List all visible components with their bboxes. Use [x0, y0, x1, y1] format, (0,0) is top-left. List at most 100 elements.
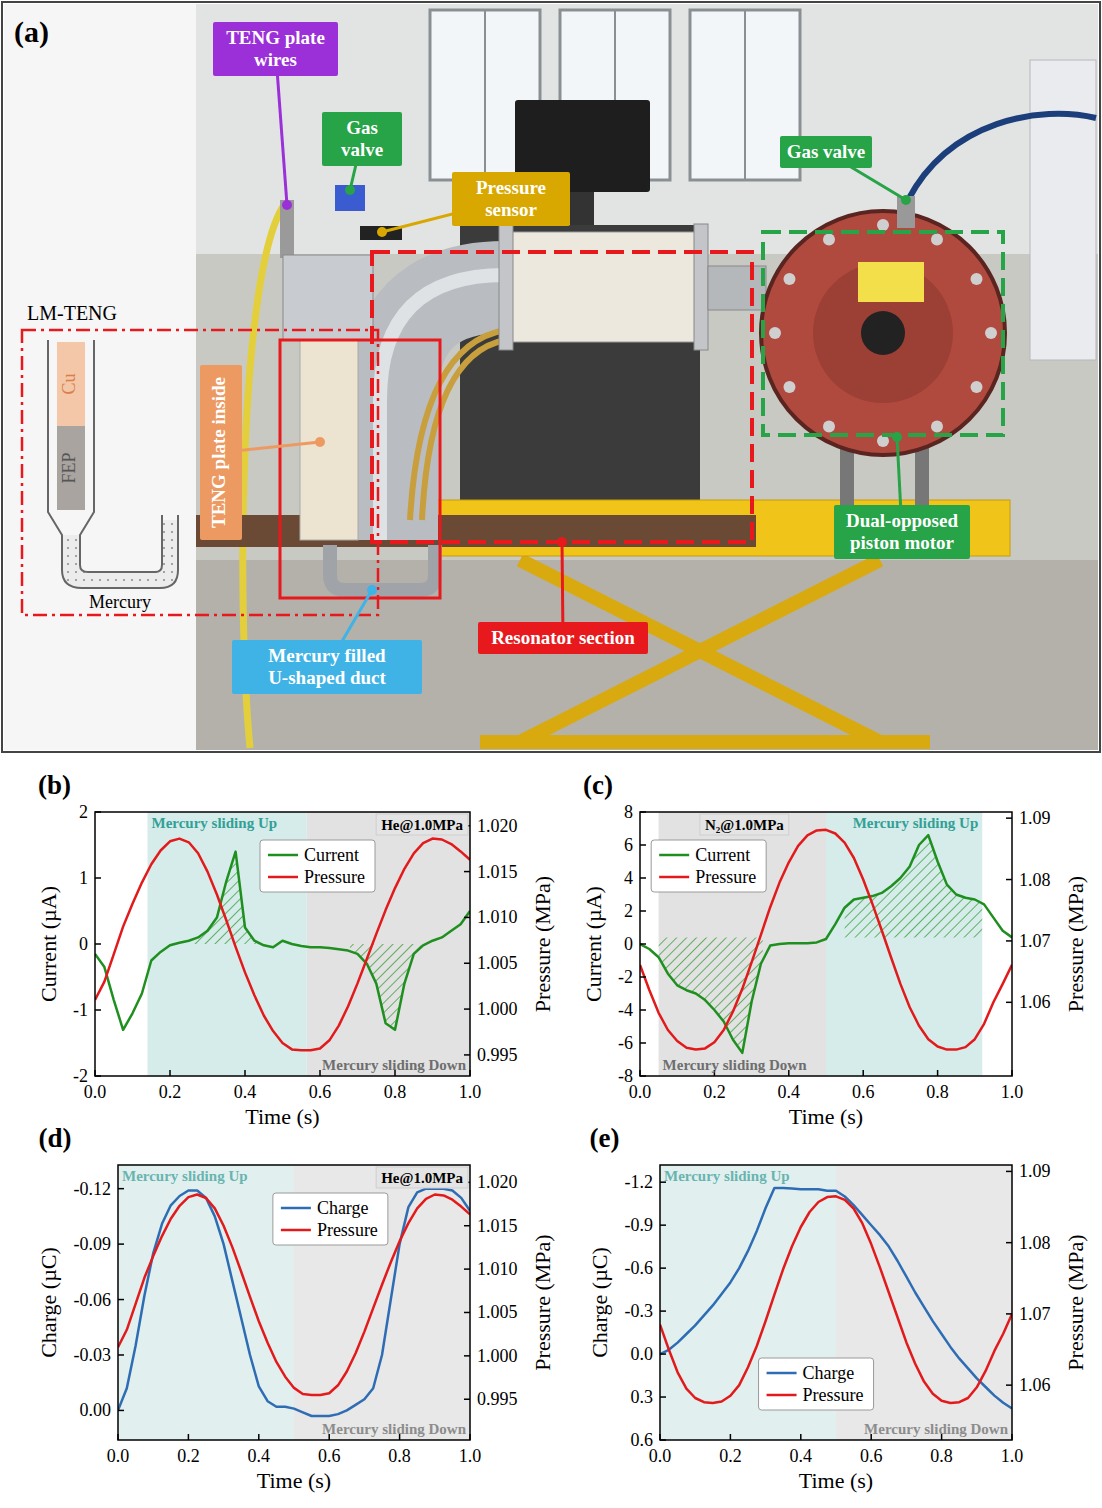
x-tick-label: 0.6	[860, 1446, 883, 1466]
x-tick-label: 0.4	[778, 1082, 801, 1102]
flange	[499, 224, 513, 350]
y2-tick-label: 1.08	[1019, 870, 1051, 890]
callout-box	[200, 365, 242, 540]
y2-tick-label: 1.020	[477, 1172, 518, 1192]
region-label: Mercury sliding Down	[322, 1421, 467, 1437]
callout-box	[780, 136, 872, 168]
cabinet	[1030, 60, 1096, 360]
y-tick	[640, 943, 646, 945]
y-tick	[640, 1009, 646, 1011]
y-tick-label: -0.6	[625, 1258, 654, 1278]
y2-tick	[1006, 1384, 1012, 1386]
y-tick-label: -0.3	[625, 1301, 654, 1321]
y2-tick	[464, 917, 470, 919]
legend-box	[651, 840, 766, 892]
legend-swatch	[268, 876, 298, 879]
callout: TENG plate inside	[200, 365, 325, 540]
callout-box	[322, 112, 402, 166]
y2-tick-label: 1.06	[1019, 1375, 1051, 1395]
bolt	[823, 421, 835, 433]
legend: ChargePressure	[273, 1193, 388, 1245]
series-line	[118, 1189, 470, 1416]
y2-tick-label: 1.010	[477, 1259, 518, 1279]
panel-a: LM-TENGCuFEPMercury(a)TENG platewiresGas…	[2, 2, 1100, 752]
vessel	[283, 255, 373, 340]
y-tick-label: -6	[618, 1033, 633, 1053]
callout: Dual-opposedpiston motor	[834, 432, 970, 559]
teng-box	[280, 340, 440, 598]
y2-tick	[464, 1008, 470, 1010]
wire-port	[280, 200, 294, 258]
x-tick-label: 0.2	[159, 1082, 182, 1102]
y-tick-label: 0	[624, 934, 633, 954]
plot-area	[640, 812, 1012, 1076]
y2-tick-label: 1.015	[477, 1216, 518, 1236]
x-tick-label: 0.2	[177, 1446, 200, 1466]
x-tick-label: 0.2	[719, 1446, 742, 1466]
plot-area	[95, 812, 470, 1076]
annotation: He@1.0MPa	[381, 1170, 463, 1186]
callout-line: Pressure	[476, 177, 546, 198]
connector	[708, 266, 766, 310]
y2-tick	[1006, 817, 1012, 819]
callout-line: Dual-opposed	[846, 510, 958, 531]
x-tick	[800, 1434, 802, 1440]
bolt	[971, 381, 983, 393]
region-label: Mercury sliding Up	[664, 1168, 790, 1184]
y2-axis-title: Pressure (MPa)	[1063, 1234, 1088, 1370]
column	[300, 340, 358, 540]
leader-dot	[315, 437, 325, 447]
callout-box	[478, 622, 648, 654]
tube-wall	[48, 340, 178, 588]
legend-swatch	[268, 854, 298, 857]
region-label: Mercury sliding Up	[853, 815, 979, 831]
plot-frame	[118, 1165, 470, 1440]
callout-line: Resonator section	[491, 627, 635, 648]
callout: Gas valve	[780, 136, 911, 205]
motor	[761, 211, 1005, 455]
resonator-cylinder	[505, 232, 700, 342]
y2-tick	[464, 871, 470, 873]
y2-tick	[1006, 940, 1012, 942]
y-tick-label: -0.09	[74, 1234, 112, 1254]
x-tick	[94, 1070, 96, 1076]
legend-box	[273, 1193, 388, 1245]
callout-text: TENG platewires	[226, 27, 325, 70]
y2-tick-label: 1.010	[477, 907, 518, 927]
y-tick	[118, 1243, 124, 1245]
x-tick	[188, 1434, 190, 1440]
legend-label: Current	[304, 845, 359, 865]
hose	[908, 114, 1096, 200]
x-tick-label: 0.8	[930, 1446, 953, 1466]
panel-letter: (e)	[590, 1123, 620, 1153]
y-tick	[660, 1353, 666, 1355]
y2-tick	[1006, 1002, 1012, 1004]
x-tick-label: 0.4	[248, 1446, 271, 1466]
legend: ChargePressure	[759, 1358, 874, 1410]
y-tick-label: -0.06	[74, 1290, 112, 1310]
leader-dot	[901, 195, 911, 205]
callout-text: Resonator section	[491, 627, 635, 648]
y-tick-label: -1	[73, 1000, 88, 1020]
window-bar	[484, 10, 486, 180]
annotation: N₂@1.0MPa	[705, 817, 784, 833]
callout: Mercury filledU-shaped duct	[232, 585, 422, 694]
y-tick-label: 2	[79, 802, 88, 822]
inset-liquid: Mercury	[89, 592, 151, 612]
y-tick-label: -1.2	[625, 1172, 654, 1192]
y-tick	[95, 1075, 101, 1077]
valve	[897, 196, 915, 228]
nameplate	[858, 262, 924, 302]
legend-swatch	[767, 1394, 797, 1397]
y-tick	[118, 1188, 124, 1190]
x-tick-label: 1.0	[1001, 1446, 1024, 1466]
x-tick-label: 0.6	[318, 1446, 341, 1466]
callout-box	[452, 172, 570, 226]
legend-swatch	[659, 854, 689, 857]
y2-tick	[464, 1054, 470, 1056]
bolt	[783, 381, 795, 393]
series-line	[95, 839, 470, 1051]
y-tick	[640, 910, 646, 912]
panel-letter: (a)	[14, 15, 49, 49]
legend-swatch	[281, 1229, 311, 1232]
